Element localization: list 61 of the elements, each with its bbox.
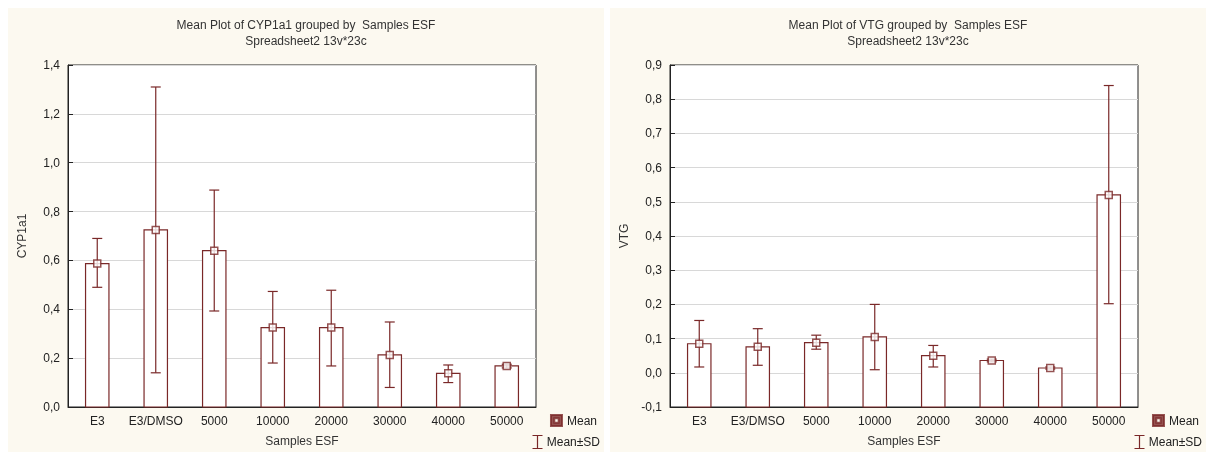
- x-axis-title: Samples ESF: [867, 434, 941, 448]
- x-tick-label: 5000: [200, 414, 228, 428]
- x-tick-label: E3/DMSO: [128, 414, 183, 428]
- y-tick-label: 0,5: [645, 194, 663, 209]
- y-tick-label: 0,7: [645, 126, 663, 141]
- x-tick-label: 10000: [256, 414, 290, 428]
- x-tick-label: 30000: [975, 414, 1009, 428]
- y-tick-label: 0,8: [43, 204, 61, 219]
- point: [268, 323, 277, 332]
- point: [151, 225, 160, 235]
- y-tick-label: 0,4: [645, 229, 663, 243]
- legend-label: Mean: [1168, 413, 1200, 428]
- chart-title: Mean Plot of VTG grouped by Samples ESF: [788, 18, 1028, 32]
- y-axis-title: VTG: [617, 223, 631, 249]
- point: [444, 369, 453, 378]
- point: [753, 342, 762, 352]
- point: [93, 259, 102, 268]
- y-tick-label: 1,4: [43, 58, 61, 72]
- x-tick-label: 50000: [490, 414, 524, 428]
- x-tick-label: 40000: [431, 414, 466, 428]
- text: Mean±SD: [1148, 435, 1202, 449]
- y-tick-label: -0,1: [641, 400, 663, 414]
- text: Mean±SD: [546, 435, 600, 449]
- y-tick-label: 0,0: [43, 400, 61, 414]
- chart-title: Mean Plot of CYP1a1 grouped by Samples ESF: [176, 18, 436, 32]
- y-tick-label: 0,2: [645, 297, 663, 312]
- point: [695, 339, 704, 348]
- y-tick-label: 0,3: [645, 263, 663, 278]
- y-tick-label: 0,1: [645, 331, 663, 346]
- y-tick-label: 0,6: [645, 160, 663, 175]
- point: [210, 246, 219, 255]
- y-tick-label: 0,0: [645, 365, 663, 380]
- x-tick-label: 40000: [1033, 414, 1068, 428]
- x-tick-label: 20000: [314, 414, 349, 428]
- y-tick-label: 0,8: [645, 92, 663, 107]
- point: [385, 350, 394, 360]
- x-tick-label: 5000: [802, 414, 830, 428]
- x-tick-label: 50000: [1092, 414, 1126, 428]
- x-tick-label: 30000: [373, 414, 407, 428]
- y-tick-label: 0,6: [43, 253, 61, 268]
- x-tick-label: E3: [89, 414, 105, 428]
- point: [327, 323, 336, 332]
- y-tick-label: 0,2: [43, 351, 61, 366]
- point: [870, 332, 879, 342]
- point: [812, 338, 821, 347]
- point: [1046, 363, 1055, 373]
- x-tick-label: 20000: [916, 414, 951, 428]
- legend-label: Mean: [566, 413, 598, 428]
- y-tick-label: 0,4: [43, 302, 61, 317]
- point: [929, 351, 938, 360]
- point: [1104, 190, 1113, 200]
- chart-subtitle: Spreadsheet2 13v*23c: [847, 34, 969, 48]
- y-tick-label: 0,9: [645, 58, 663, 72]
- chart-subtitle: Spreadsheet2 13v*23c: [245, 34, 367, 48]
- x-tick-label: E3/DMSO: [730, 414, 785, 428]
- x-tick-label: 10000: [858, 414, 892, 428]
- x-tick-label: E3: [691, 414, 707, 428]
- y-tick-label: 1,2: [43, 106, 61, 121]
- y-axis-title: CYP1a1: [15, 213, 29, 259]
- x-axis-title: Samples ESF: [265, 434, 339, 448]
- y-tick-label: 1,0: [43, 155, 61, 170]
